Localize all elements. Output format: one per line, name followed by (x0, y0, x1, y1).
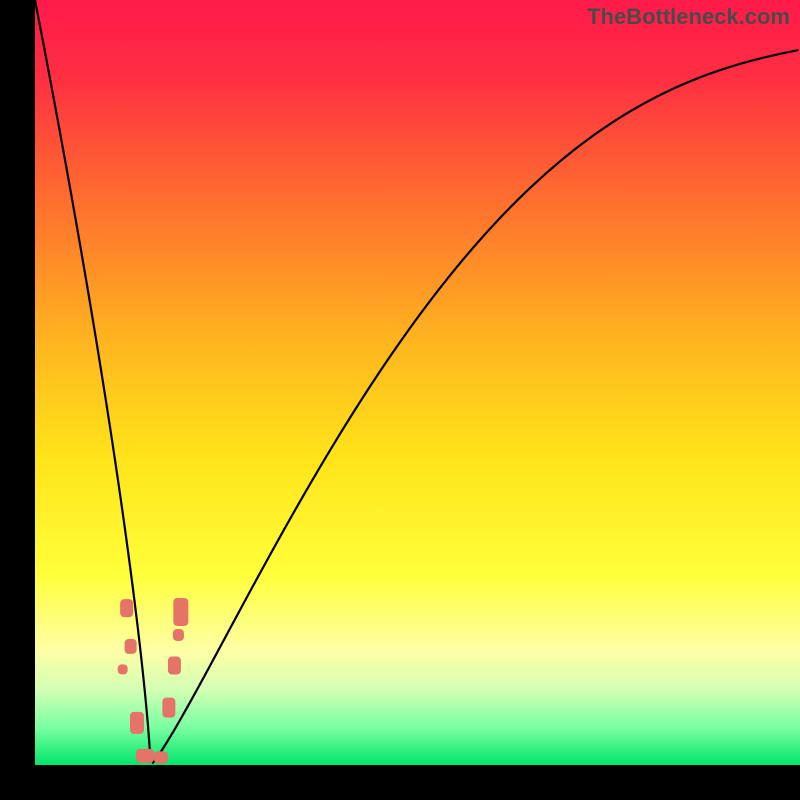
data-marker (154, 751, 168, 763)
data-marker (173, 629, 184, 641)
data-marker (162, 698, 175, 718)
data-marker (173, 598, 188, 626)
data-marker (118, 664, 128, 674)
data-marker (130, 712, 144, 734)
data-marker (120, 599, 133, 617)
data-marker (136, 749, 154, 763)
bottleneck-chart (0, 0, 800, 800)
data-marker (125, 639, 137, 654)
chart-container: TheBottleneck.com (0, 0, 800, 800)
plot-background (35, 0, 800, 765)
watermark-text: TheBottleneck.com (587, 4, 790, 30)
data-marker (168, 657, 181, 675)
